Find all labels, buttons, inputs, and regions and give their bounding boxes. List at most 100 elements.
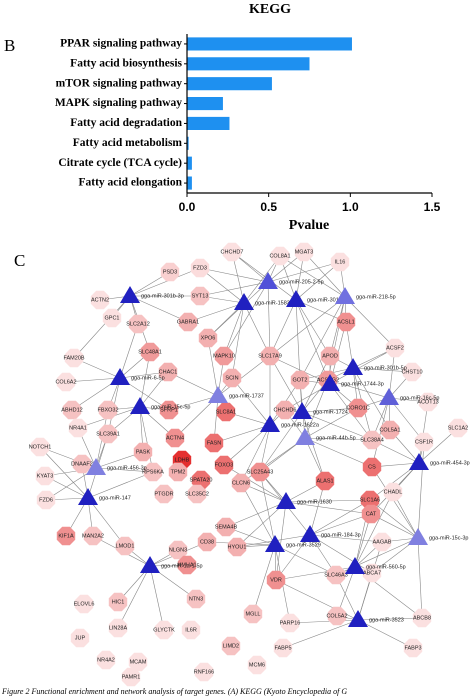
node-label: DNAAF2 <box>71 461 93 467</box>
edge <box>309 534 373 574</box>
edge <box>388 397 425 443</box>
mirna-node <box>258 272 278 289</box>
edge <box>231 251 297 301</box>
node-label: gga-miR-1724 <box>313 409 348 415</box>
gene-node <box>336 312 356 332</box>
gene-node <box>56 372 76 392</box>
node-label: SLC17A9 <box>258 353 282 359</box>
gene-node <box>68 418 88 438</box>
bar <box>187 77 272 91</box>
x-tick-label: 1.0 <box>342 200 359 214</box>
node-label: SLC2A12 <box>126 321 150 327</box>
edge <box>371 397 390 468</box>
node-label: XPO6 <box>201 335 216 341</box>
node-label: FABP5 <box>274 645 291 651</box>
node-label: CAT <box>366 511 377 517</box>
node-label: COL5A1 <box>379 427 400 433</box>
gene-node <box>190 286 210 306</box>
node-label: LMOD1 <box>116 543 135 549</box>
node-label: HYOU1 <box>228 544 247 550</box>
gene-node <box>380 420 400 440</box>
node-label: gga-miR-456-3p <box>107 465 147 471</box>
x-tick-label: 0.0 <box>179 200 196 214</box>
node-label: CHST10 <box>401 369 422 375</box>
gene-node <box>128 652 148 672</box>
edge <box>87 471 154 499</box>
gene-node <box>187 484 207 504</box>
edge <box>225 501 287 528</box>
gene-node <box>56 526 76 546</box>
node-label: MCAM <box>130 659 147 665</box>
gene-node <box>227 537 247 557</box>
node-label: CHADL <box>384 489 403 495</box>
edge <box>309 513 372 536</box>
edge <box>327 296 346 381</box>
gene-node <box>70 628 90 648</box>
node-label: MGAT3 <box>295 249 314 255</box>
node-label: ACSL1 <box>337 319 354 325</box>
edge <box>285 499 371 503</box>
gene-node <box>154 620 174 640</box>
node-label: CSF1R <box>415 439 433 445</box>
nodes: CHCHD7 COL8A1 MGAT3 IL16 FZD3 PSD3 SYT13 ACTN2 G… <box>29 242 470 687</box>
node-label: gga-miR-147 <box>99 495 131 501</box>
node-label: CHCHD7 <box>221 249 244 255</box>
node-label: gga-miR-1a-1-5p <box>161 563 203 569</box>
node-label: SCIN <box>225 375 238 381</box>
edge <box>259 411 303 473</box>
edge <box>252 544 276 615</box>
edge <box>303 251 346 298</box>
edge <box>304 407 359 439</box>
gene-node <box>294 242 314 262</box>
edge <box>139 406 154 473</box>
node-label: ABCB8 <box>413 615 431 621</box>
mirna-node <box>300 525 320 542</box>
node-label: PARP16 <box>280 620 301 626</box>
node-label: gga-miR-15c-5p <box>151 404 190 410</box>
node-label: NR4A2 <box>97 657 115 663</box>
edge <box>329 347 396 385</box>
gene-node <box>275 400 295 420</box>
gene-node <box>30 437 50 457</box>
node-label: PASK <box>136 449 151 455</box>
node-label: FABP3 <box>404 645 421 651</box>
node-label: ACOT13 <box>417 399 438 405</box>
edge <box>357 617 423 621</box>
gene-node <box>362 563 382 583</box>
edge <box>417 441 425 539</box>
node-label: gga-miR-15c-3p <box>429 535 468 541</box>
edge <box>149 565 165 631</box>
node-label: SFRP1 <box>160 407 178 413</box>
gene-node <box>190 258 210 278</box>
node-label: gga-miR-218-5p <box>356 294 396 300</box>
gene-node <box>266 570 286 590</box>
node-label: PTGDR <box>154 491 173 497</box>
node-label: GOT2 <box>293 377 308 383</box>
y-tick-label: Fatty acid metabolism <box>73 137 183 149</box>
node-label: ELOVL6 <box>74 601 95 607</box>
gene-node <box>221 636 241 656</box>
node-label: SLC39A1 <box>96 431 120 437</box>
y-tick-label: Fatty acid degradation <box>70 117 182 129</box>
node-label: PAMR1 <box>122 674 141 680</box>
edge <box>199 267 245 304</box>
y-tick-label: mTOR signaling pathway <box>56 77 183 89</box>
node-label: MAN2A2 <box>82 533 104 539</box>
node-label: CORO1C <box>346 405 370 411</box>
gene-node <box>194 662 214 682</box>
edge <box>199 267 269 283</box>
node-label: gga-miR-1630 <box>297 499 332 505</box>
gene-node <box>121 667 141 687</box>
gene-node <box>412 608 432 628</box>
gene-node <box>165 428 185 448</box>
node-label: AAGAB <box>373 539 392 545</box>
edge <box>240 424 271 484</box>
edge <box>295 299 331 357</box>
gene-node <box>222 242 242 262</box>
gene-node <box>385 338 405 358</box>
edge <box>354 491 394 568</box>
edge <box>231 302 245 379</box>
gene-node <box>198 328 218 348</box>
gene-node <box>320 346 340 366</box>
mirna-node <box>292 402 312 419</box>
